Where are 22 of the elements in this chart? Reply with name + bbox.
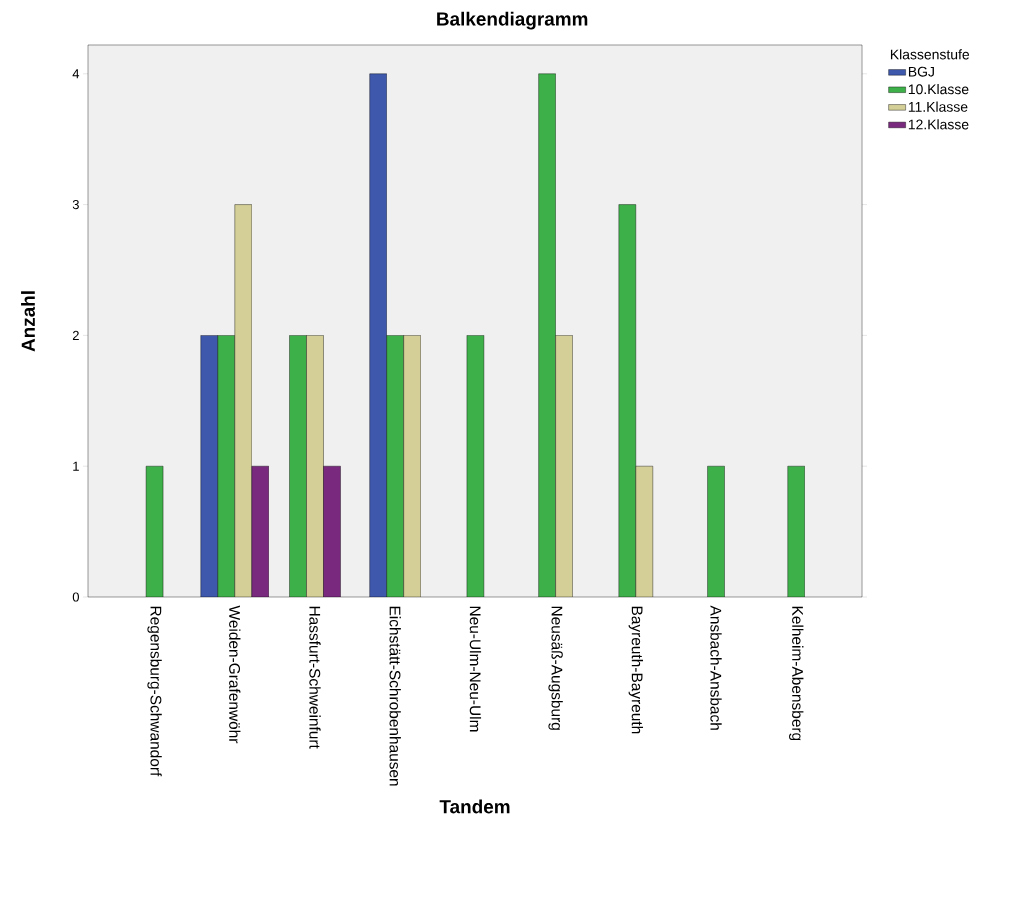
legend-label: BGJ — [908, 66, 934, 77]
y-tick-label: 2 — [72, 330, 79, 340]
y-tick-label: 3 — [72, 199, 79, 210]
x-tick-label: Neusäß-Augsburg — [548, 606, 563, 730]
legend-label: 11.Klasse — [908, 101, 968, 112]
x-tick-label: Regensburg-Schwandorf — [147, 606, 162, 777]
x-tick-label: Neu-Ulm-Neu-Ulm — [469, 606, 482, 732]
chart-title: Balkendiagramm — [437, 11, 588, 30]
legend-label: 10.Klasse — [908, 83, 969, 95]
legend-title: Klassenstufe — [890, 49, 970, 60]
y-tick-label: 1 — [73, 461, 79, 471]
y-tick-label: 4 — [72, 69, 80, 79]
x-axis-title: Tandem — [439, 799, 510, 814]
y-tick-label: 0 — [72, 592, 79, 602]
legend-label: 12.Klasse — [908, 119, 969, 130]
x-tick-label: Eichstätt-Schrobenhausen — [389, 606, 401, 786]
y-axis-title: Anzahl — [21, 291, 35, 352]
x-tick-label: Ansbach-Ansbach — [710, 605, 722, 730]
x-tick-label: Kelheim-Abensberg — [789, 606, 804, 741]
x-tick-label: Weiden-Grafenwöhr — [229, 605, 241, 744]
x-tick-label: Hassfurt-Schweinfurt — [309, 606, 321, 749]
x-tick-label: Bayreuth-Bayreuth — [628, 606, 644, 734]
